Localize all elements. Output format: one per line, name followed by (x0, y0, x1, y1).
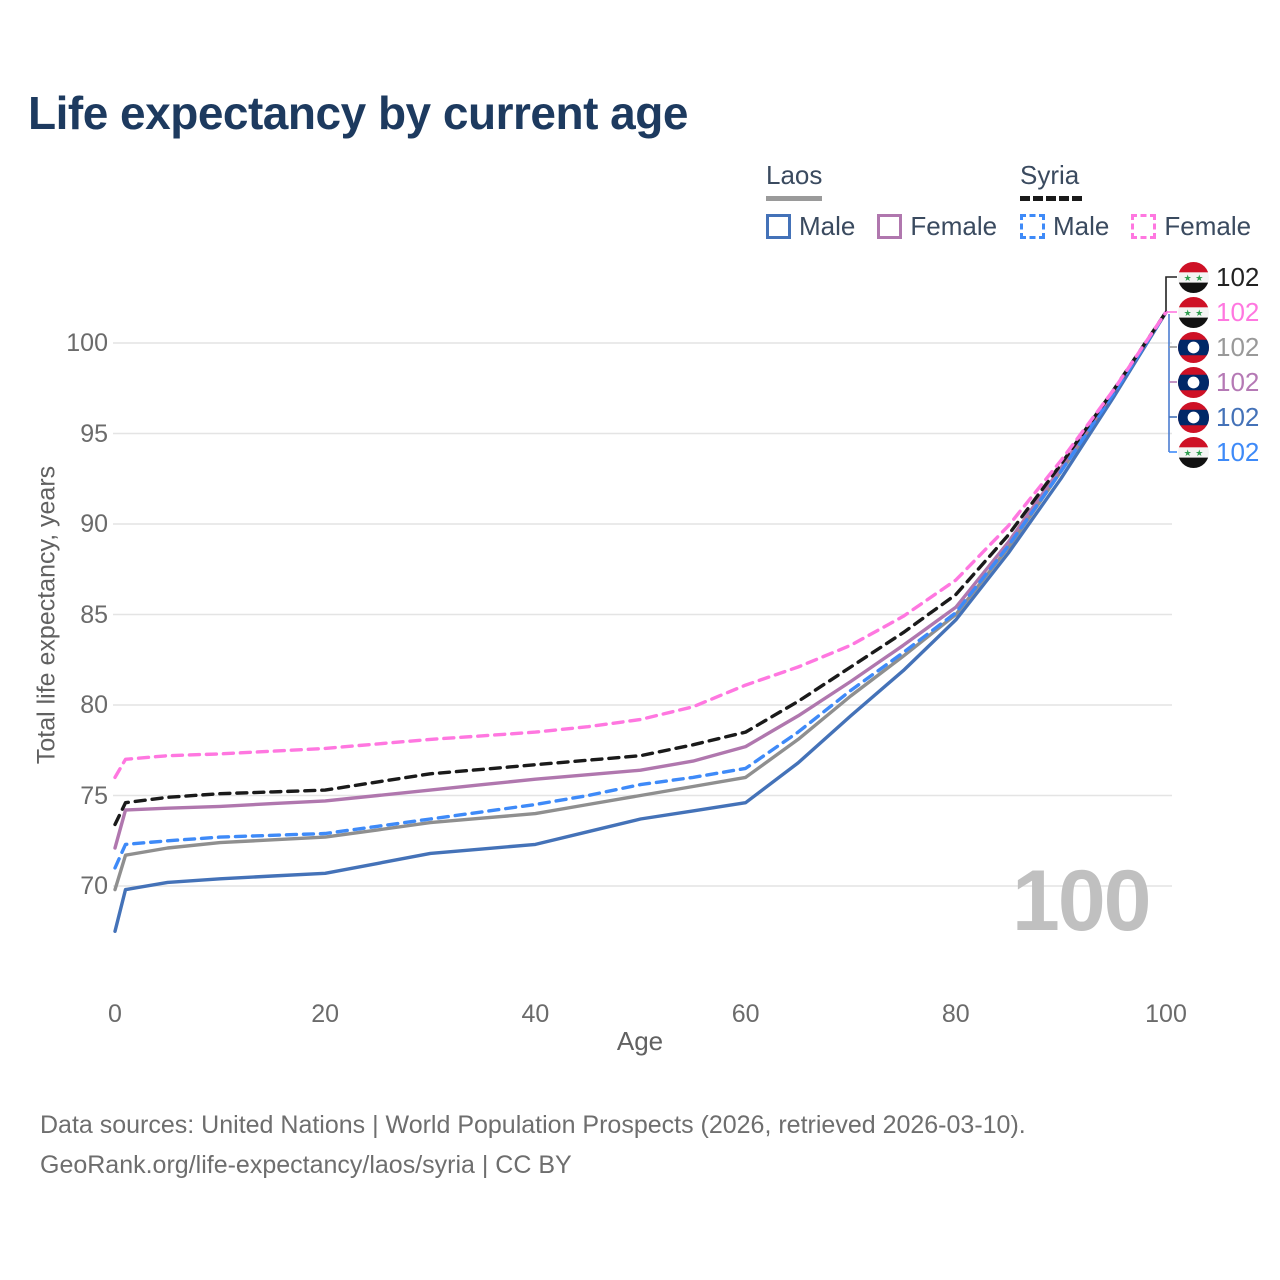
legend-laos-label[interactable]: Laos (766, 160, 823, 190)
svg-text:★: ★ (1184, 272, 1192, 282)
x-axis-title: Age (616, 1026, 664, 1056)
svg-text:★: ★ (1195, 272, 1203, 282)
endpoint-leader-lines (1165, 276, 1177, 453)
x-tick-label: 20 (311, 1000, 340, 1028)
legend-group-laos: Laos Male Female (766, 160, 997, 242)
y-tick-label: 85 (80, 600, 108, 629)
laos-flag-icon (1178, 366, 1209, 398)
svg-text:★: ★ (1195, 307, 1203, 317)
y-tick-label: 95 (80, 419, 108, 448)
syria-flag-icon: ★ ★ (1178, 296, 1209, 328)
laos-female-swatch-icon (877, 214, 903, 239)
x-tick-label: 40 (521, 1000, 550, 1028)
legend-item-syria-female[interactable]: Female (1131, 211, 1251, 242)
endpoint-value: 102 (1216, 401, 1260, 432)
laos-flag-icon (1178, 331, 1209, 363)
series-line-syria-total[interactable] (113, 310, 1168, 827)
endpoint-label-laos-total[interactable]: 102 (1178, 331, 1259, 363)
y-tick-label: 90 (80, 510, 108, 538)
legend-syria-female-label: Female (1164, 211, 1252, 241)
syria-flag-icon: ★ ★ (1178, 261, 1209, 293)
svg-text:★: ★ (1184, 447, 1192, 457)
legend-syria-label[interactable]: Syria (1020, 160, 1080, 190)
series-line-syria-male[interactable] (113, 310, 1168, 870)
legend-item-laos-female[interactable]: Female (877, 211, 997, 242)
laos-flag-icon (1178, 401, 1209, 433)
endpoint-label-syria-female[interactable]: ★ ★ 102 (1178, 296, 1259, 328)
legend-item-syria-male[interactable]: Male (1020, 211, 1109, 242)
endpoint-value: 102 (1216, 366, 1260, 397)
leader-syria-total (1165, 276, 1177, 312)
endpoint-label-laos-female[interactable]: 102 (1178, 366, 1259, 398)
y-tick-label: 100 (66, 329, 108, 357)
y-tick-label: 70 (80, 872, 108, 900)
x-tick-label: 60 (731, 1000, 760, 1028)
svg-text:★: ★ (1195, 447, 1203, 457)
series-line-syria-female[interactable] (113, 310, 1168, 780)
legend-laos-female-label: Female (910, 211, 998, 241)
x-tick-label: 0 (108, 1000, 122, 1028)
series-lines (113, 310, 1168, 933)
endpoint-label-laos-male[interactable]: 102 (1178, 401, 1259, 433)
laos-solid-line-sample (766, 196, 822, 201)
syria-dashed-line-sample (1020, 196, 1082, 201)
series-line-laos-female[interactable] (113, 310, 1168, 850)
legend-item-laos-male[interactable]: Male (766, 211, 855, 242)
data-sources-note: Data sources: United Nations | World Pop… (40, 1111, 1026, 1139)
syria-female-swatch-icon (1131, 214, 1157, 239)
endpoint-value: 102 (1216, 261, 1260, 292)
endpoint-label-syria-male[interactable]: ★ ★ 102 (1178, 436, 1259, 468)
attribution-note: GeoRank.org/life-expectancy/laos/syria |… (40, 1150, 572, 1179)
endpoint-value: 102 (1216, 331, 1260, 362)
page-title: Life expectancy by current age (28, 87, 688, 139)
gridlines (113, 342, 1172, 887)
syria-flag-icon: ★ ★ (1178, 436, 1209, 468)
endpoint-label-syria-total[interactable]: ★ ★ 102 (1178, 261, 1259, 293)
x-tick-label: 100 (1145, 1000, 1187, 1028)
y-tick-label: 75 (80, 781, 108, 810)
legend-group-syria: Syria Male Female (1020, 160, 1251, 242)
laos-male-swatch-icon (766, 214, 791, 239)
legend-syria-male-label: Male (1053, 211, 1110, 241)
series-line-laos-male[interactable] (113, 310, 1168, 933)
hovered-age-watermark: 100 (1012, 853, 1151, 949)
endpoint-value: 102 (1216, 436, 1260, 467)
endpoint-value: 102 (1216, 296, 1260, 327)
svg-text:★: ★ (1184, 307, 1192, 317)
y-tick-label: 80 (80, 691, 108, 719)
legend-laos-male-label: Male (799, 211, 856, 241)
x-tick-label: 80 (941, 1000, 970, 1028)
syria-male-swatch-icon (1020, 214, 1045, 239)
footer: Data sources: United Nations | World Pop… (40, 1106, 1026, 1185)
